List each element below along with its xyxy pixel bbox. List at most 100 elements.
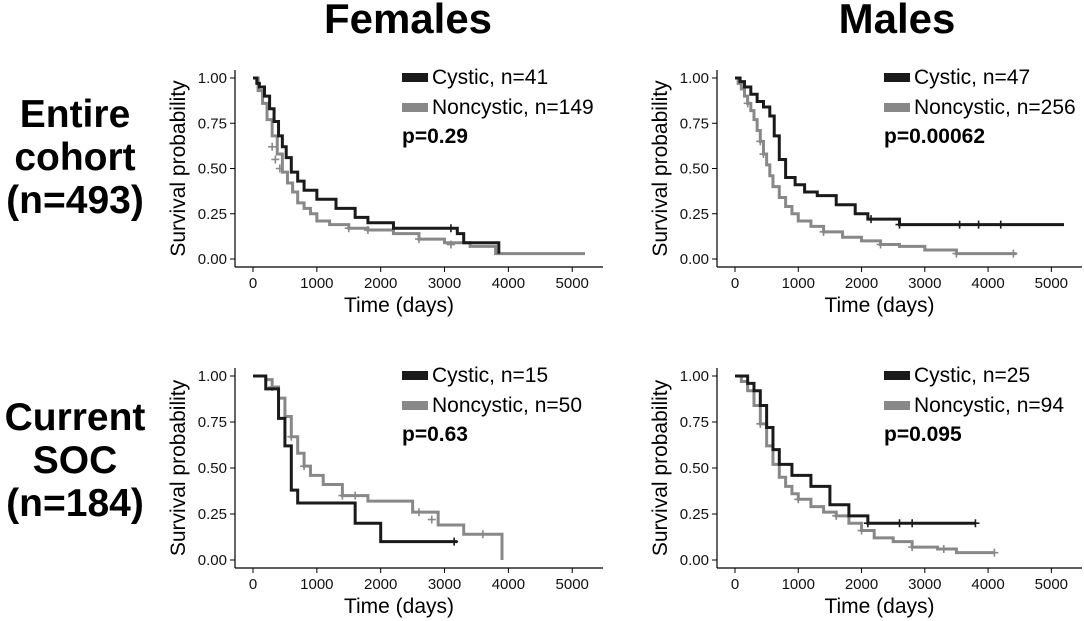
- y-tick-label: 0.75: [198, 414, 227, 431]
- x-tick-label: 0: [249, 576, 257, 593]
- p-value-label: p=0.00062: [884, 125, 985, 148]
- censor-mark-noncystic: [743, 99, 752, 108]
- row-title-entire-line1: Entire: [20, 93, 131, 136]
- censor-mark-cystic: [867, 215, 876, 224]
- x-tick-label: 5000: [556, 275, 589, 292]
- y-tick-label: 0.00: [198, 552, 227, 569]
- censor-mark-noncystic: [952, 249, 961, 258]
- y-tick-label: 0.75: [198, 115, 227, 132]
- x-tick-label: 2000: [364, 576, 397, 593]
- censor-mark-cystic: [446, 224, 455, 233]
- censor-mark-noncystic: [478, 530, 487, 539]
- y-tick-label: 0.25: [198, 506, 227, 523]
- y-tick-label: 0.50: [680, 460, 709, 477]
- x-tick-label: 2000: [364, 275, 397, 292]
- km-panel-females-entire: 0.00 0.25 0.50 0.75 1.00 0 1000 2000 3000 4000 500…: [167, 66, 603, 317]
- censor-mark-cystic: [895, 220, 904, 229]
- y-tick-label: 0.75: [680, 115, 709, 132]
- y-tick-label: 0.75: [680, 414, 709, 431]
- x-tick-label: 2000: [845, 275, 878, 292]
- y-tick-label: 0.00: [680, 251, 709, 268]
- censor-mark-noncystic: [415, 235, 423, 244]
- y-axis-label: Survival probability: [167, 80, 190, 257]
- y-axis-label: Survival probability: [649, 379, 672, 556]
- y-tick-label: 0.50: [680, 161, 709, 178]
- legend-swatch-cystic: [884, 73, 910, 82]
- x-tick-label: 4000: [492, 576, 525, 593]
- legend-swatch-cystic: [402, 73, 428, 82]
- x-axis-label: Time (days): [344, 294, 454, 317]
- y-tick-label: 0.00: [680, 552, 709, 569]
- y-tick-label: 0.25: [198, 206, 227, 223]
- x-axis-label: Time (days): [824, 595, 934, 618]
- censor-mark-noncystic: [832, 511, 841, 520]
- censor-mark-noncystic: [819, 227, 828, 236]
- x-tick-label: 5000: [556, 576, 589, 593]
- censor-mark-cystic: [971, 519, 980, 528]
- row-title-entire-line3: (n=493): [6, 179, 144, 222]
- censor-mark-noncystic: [415, 508, 423, 517]
- p-value-label: p=0.095: [884, 423, 962, 446]
- censor-mark-noncystic: [876, 240, 885, 249]
- censor-mark-noncystic: [759, 150, 768, 159]
- censor-mark-cystic: [908, 519, 917, 528]
- legend-label-cystic: Cystic, n=47: [914, 66, 1030, 89]
- censor-mark-noncystic: [268, 142, 277, 151]
- column-title-males: Males: [839, 0, 956, 42]
- censor-mark-cystic: [974, 220, 983, 229]
- x-tick-label: 1000: [782, 576, 815, 593]
- censor-mark-cystic: [955, 220, 964, 229]
- y-tick-label: 1.00: [198, 368, 227, 385]
- legend-label-noncystic: Noncystic, n=50: [432, 394, 582, 417]
- x-tick-label: 2000: [845, 576, 878, 593]
- x-tick-label: 4000: [971, 576, 1004, 593]
- legend-label-noncystic: Noncystic, n=256: [914, 96, 1076, 119]
- km-panel-females-soc: 0.00 0.25 0.50 0.75 1.00 0 1000 2000 3000 4000 500…: [167, 364, 603, 618]
- censor-mark-noncystic: [756, 419, 765, 428]
- y-tick-label: 1.00: [198, 70, 227, 87]
- legend-swatch-cystic: [884, 371, 910, 380]
- censor-mark-noncystic: [275, 164, 284, 173]
- x-axis-label: Time (days): [344, 595, 454, 618]
- x-tick-label: 3000: [428, 275, 461, 292]
- x-tick-label: 0: [731, 275, 739, 292]
- x-tick-label: 1000: [300, 576, 333, 593]
- censor-mark-cystic: [863, 519, 872, 528]
- legend-swatch-noncystic: [884, 401, 910, 410]
- censor-mark-noncystic: [287, 432, 296, 441]
- censor-mark-cystic: [996, 220, 1005, 229]
- km-curve-noncystic: [253, 76, 585, 256]
- censor-mark-noncystic: [363, 226, 372, 235]
- x-tick-label: 4000: [971, 275, 1004, 292]
- x-tick-label: 3000: [908, 576, 941, 593]
- y-tick-label: 0.00: [198, 251, 227, 268]
- legend-label-noncystic: Noncystic, n=149: [432, 96, 594, 119]
- p-value-label: p=0.29: [402, 125, 468, 148]
- censor-mark-noncystic: [338, 491, 347, 500]
- p-value-label: p=0.63: [402, 423, 468, 446]
- censor-mark-noncystic: [446, 240, 455, 249]
- km-panel-males-entire: 0.00 0.25 0.50 0.75 1.00 0 1000 2000 3000 4000 500…: [649, 66, 1082, 317]
- x-tick-label: 5000: [1035, 275, 1068, 292]
- legend-swatch-noncystic: [402, 401, 428, 410]
- row-title-soc-line1: Current: [5, 396, 146, 439]
- censor-mark-noncystic: [1009, 249, 1018, 258]
- x-tick-label: 4000: [492, 275, 525, 292]
- row-title-soc-line2: SOC: [33, 439, 118, 482]
- x-tick-label: 3000: [428, 576, 461, 593]
- y-tick-label: 1.00: [680, 70, 709, 87]
- legend-label-cystic: Cystic, n=25: [914, 364, 1030, 387]
- censor-mark-noncystic: [990, 548, 999, 557]
- censor-mark-noncystic: [794, 495, 803, 504]
- x-tick-label: 3000: [908, 275, 941, 292]
- km-curve-cystic: [253, 374, 458, 544]
- x-axis-label: Time (days): [824, 294, 934, 317]
- km-curve-cystic: [735, 374, 976, 525]
- km-curve-cystic: [253, 76, 501, 254]
- legend-label-noncystic: Noncystic, n=94: [914, 394, 1064, 417]
- x-tick-label: 0: [731, 576, 739, 593]
- censor-mark-noncystic: [939, 544, 948, 553]
- y-tick-label: 0.50: [198, 161, 227, 178]
- censor-mark-cystic: [450, 537, 459, 546]
